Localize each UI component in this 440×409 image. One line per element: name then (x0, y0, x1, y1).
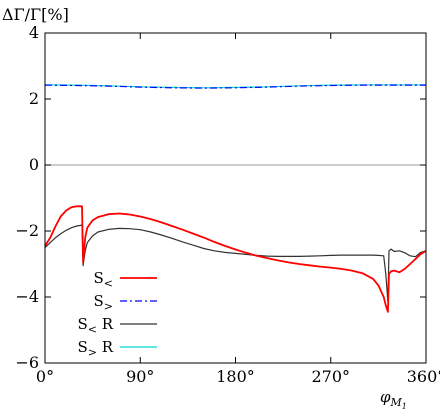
series-line-2 (44, 224, 427, 303)
legend-label-3: S> R (77, 338, 113, 359)
x-axis-title-subsub: 1 (402, 402, 407, 409)
y-tick-label: 4 (29, 23, 39, 42)
y-tick-label: 2 (29, 89, 39, 108)
x-tick-label: 180° (216, 367, 255, 386)
y-tick-label: −6 (15, 353, 39, 372)
x-tick-label: 90° (126, 367, 154, 386)
y-tick-label: 0 (29, 155, 39, 174)
x-axis-title: φM1 (380, 388, 407, 409)
x-tick-label: 0° (36, 367, 54, 386)
legend-label-0: S< (94, 269, 114, 290)
x-axis-title-sub: M (390, 396, 403, 409)
plot-frame (44, 32, 427, 364)
legend-label-2: S< R (77, 315, 113, 336)
x-tick-label: 270° (311, 367, 350, 386)
series-line-0 (44, 205, 427, 313)
x-tick-label: 360° (407, 367, 440, 386)
series-layer (44, 84, 427, 313)
y-tick-label: −2 (15, 221, 39, 240)
tick-layer: 0° 90° 180° 270° 360° −6 −4 −2 0 2 4 (15, 23, 440, 386)
legend-label-1: S> (94, 292, 114, 313)
legend-layer: S<S>S< RS> R (77, 269, 157, 359)
x-axis-title-main: φ (380, 388, 391, 406)
y-axis-title: ΔΓ/Γ[%] (2, 5, 69, 24)
series-line-1 (44, 84, 426, 89)
y-tick-label: −4 (15, 287, 39, 306)
